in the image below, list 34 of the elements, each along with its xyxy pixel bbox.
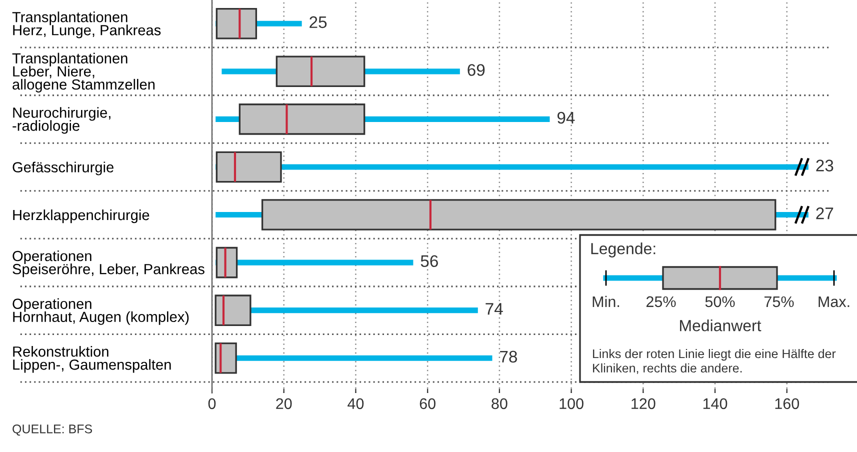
annotation: 27 <box>816 207 834 220</box>
x-tick-label: 40 <box>348 398 364 410</box>
y-tick-label: Neurochirurgie, -radiologie <box>12 107 110 134</box>
annotation: 50% <box>705 296 735 308</box>
annotation: 25 <box>310 16 327 28</box>
source-note: QUELLE: BFS <box>12 424 92 436</box>
annotation: Links der roten Linie liegt die eine Hälfte der Kliniken, rechts die andere. <box>593 348 836 374</box>
annotation: Medianwert <box>680 320 762 332</box>
x-tick-label: 120 <box>632 398 656 410</box>
annotation: 94 <box>557 112 575 124</box>
annotation: 78 <box>500 350 518 363</box>
y-tick-label: Operationen Hornhaut, Augen (komplex) <box>12 298 189 325</box>
x-tick-label: 0 <box>208 398 216 410</box>
y-tick-label: Transplantationen Leber, Niere, allogene Stammzellen <box>12 52 155 93</box>
annotation: 23 <box>816 160 834 172</box>
x-tick-label: 80 <box>492 398 508 410</box>
y-tick-label: Gefässchirurgie <box>12 162 114 176</box>
y-tick-label: Rekonstruktion Lippen-, Gaumenspalten <box>13 346 171 373</box>
annotation: 74 <box>486 303 503 315</box>
y-tick-label: Transplantationen Herz, Lunge, Pankreas <box>12 12 161 38</box>
x-tick-label: 160 <box>775 398 800 410</box>
annotation: 75% <box>764 296 794 308</box>
y-tick-label: Operationen Speiseröhre, Leber, Pankreas <box>12 250 204 278</box>
x-tick-label: 20 <box>276 398 292 410</box>
y-tick-label: Herzklappenchirurgie <box>13 209 150 224</box>
annotation: 25% <box>646 296 676 308</box>
x-tick-label: 60 <box>420 398 436 410</box>
annotation: 69 <box>468 64 485 76</box>
annotation: Legende: <box>591 242 656 258</box>
x-tick-label: 140 <box>703 398 728 410</box>
annotation: Min. <box>592 296 620 307</box>
annotation: 56 <box>420 255 438 268</box>
x-tick-label: 100 <box>560 398 584 410</box>
annotation: Max. <box>818 296 850 308</box>
